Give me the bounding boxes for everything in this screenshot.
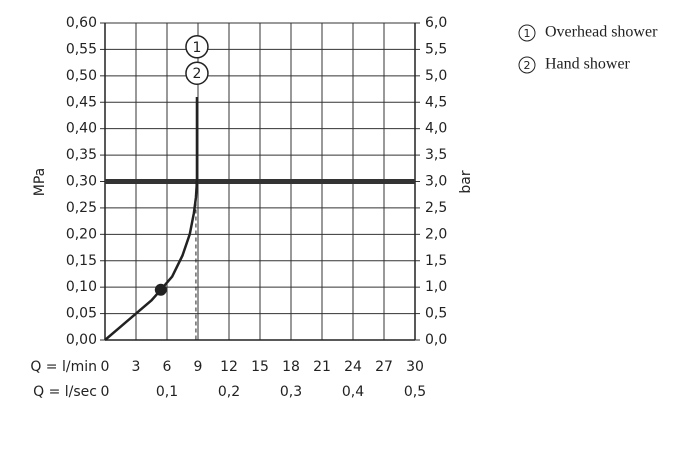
x2-axis-label: Q = l/sec [33, 384, 97, 400]
y-tick-label: 0,45 [66, 94, 97, 110]
y2-tick-label: 6,0 [425, 15, 447, 31]
y2-tick-label: 5,5 [425, 41, 447, 57]
y-tick-label: 0,30 [66, 174, 97, 190]
x-tick-label: 3 [132, 359, 141, 375]
y-tick-label: 0,10 [66, 279, 97, 295]
x-tick-label: 12 [220, 359, 238, 375]
x-tick-label: 15 [251, 359, 269, 375]
annotation-label: 1 [193, 40, 202, 56]
annotation-label: 2 [193, 66, 202, 82]
legend-marker [518, 56, 536, 74]
point [154, 283, 167, 296]
x2-tick-label: 0,5 [404, 384, 426, 400]
y-tick-label: 0,25 [66, 200, 97, 216]
annotation-circle [185, 61, 209, 85]
y-tick-label: 0,35 [66, 147, 97, 163]
x-tick-label: 21 [313, 359, 331, 375]
x2-tick-label: 0,2 [218, 384, 240, 400]
x-tick-label: 24 [344, 359, 362, 375]
x-tick-label: 27 [375, 359, 393, 375]
y2-axis-label: bar [458, 170, 474, 193]
y-tick-label: 0,60 [66, 15, 97, 31]
y2-tick-label: 0,5 [425, 306, 447, 322]
y-tick-label: 0,55 [66, 41, 97, 57]
x-axis-label: Q = l/min [30, 359, 97, 375]
y-axis-label: MPa [32, 168, 48, 196]
y-tick-label: 0,20 [66, 226, 97, 242]
y-tick-label: 0,50 [66, 68, 97, 84]
legend-label: Overhead shower [545, 24, 658, 41]
y2-tick-label: 0,0 [425, 332, 447, 348]
annotation-circle [185, 35, 209, 59]
x2-tick-label: 0,4 [342, 384, 364, 400]
y-tick-label: 0,15 [66, 253, 97, 269]
x-tick-label: 18 [282, 359, 300, 375]
curve [104, 96, 199, 341]
x-tick-label: 6 [163, 359, 172, 375]
x2-tick-label: 0 [101, 384, 110, 400]
legend-marker-label: 1 [524, 27, 531, 40]
x-tick-label: 30 [406, 359, 424, 375]
y2-tick-label: 2,0 [425, 226, 447, 242]
y-tick-label: 0,00 [66, 332, 97, 348]
y2-tick-label: 1,0 [425, 279, 447, 295]
y2-tick-label: 4,5 [425, 94, 447, 110]
legend-label: Hand shower [545, 56, 631, 73]
y2-tick-label: 5,0 [425, 68, 447, 84]
y2-tick-label: 2,5 [425, 200, 447, 216]
legend-marker-label: 2 [524, 59, 531, 72]
y2-tick-label: 1,5 [425, 253, 447, 269]
y-tick-label: 0,05 [66, 306, 97, 322]
x-tick-label: 9 [194, 359, 203, 375]
x2-tick-label: 0,3 [280, 384, 302, 400]
y2-tick-label: 3,5 [425, 147, 447, 163]
legend-marker [518, 24, 536, 42]
x-tick-label: 0 [101, 359, 110, 375]
x2-tick-label: 0,1 [156, 384, 178, 400]
y2-tick-label: 3,0 [425, 174, 447, 190]
y2-tick-label: 4,0 [425, 121, 447, 137]
y-tick-label: 0,40 [66, 121, 97, 137]
